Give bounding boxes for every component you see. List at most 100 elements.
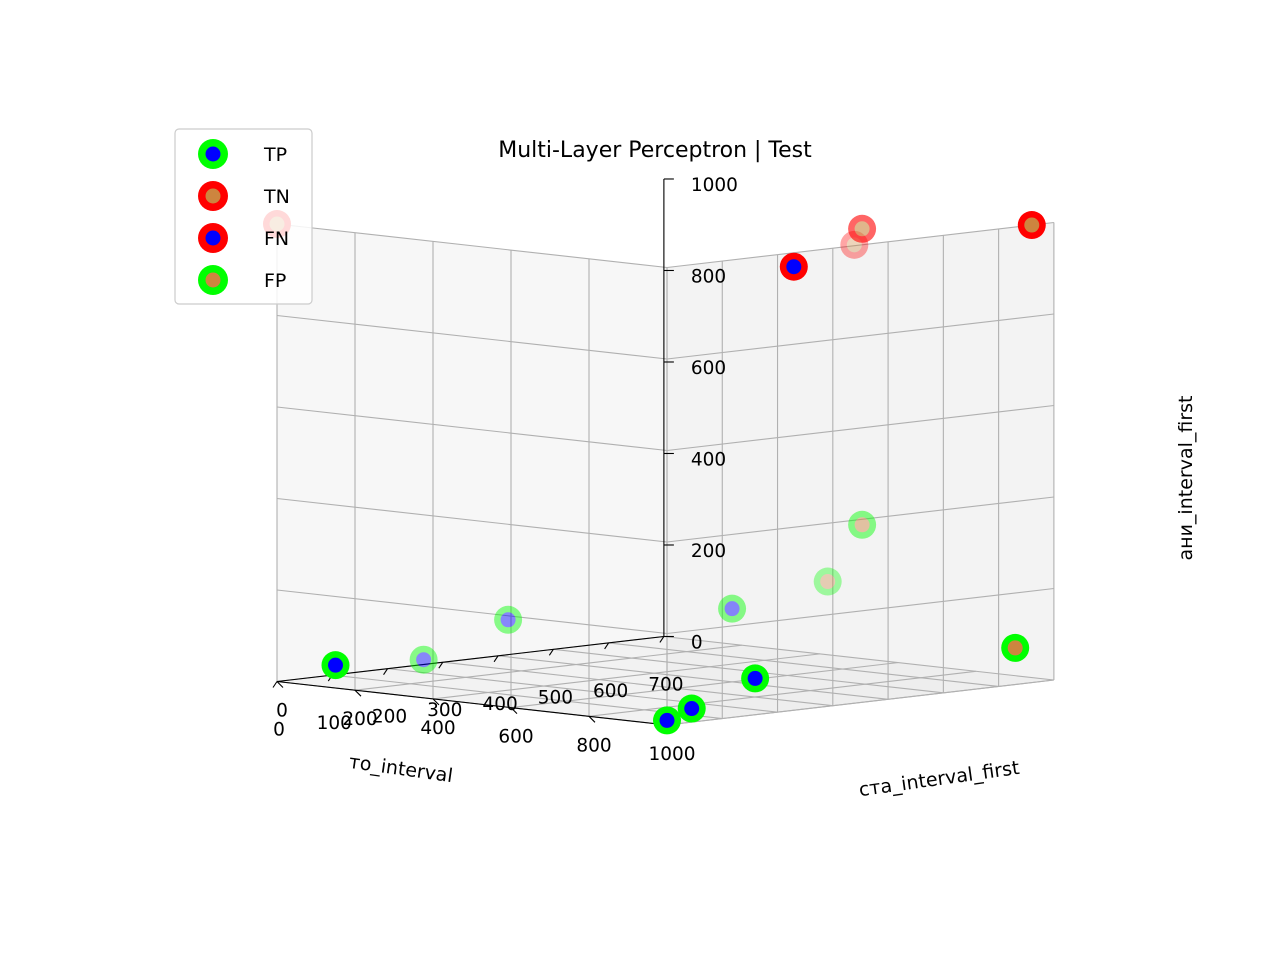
legend-marker-face [205, 230, 221, 246]
grid-line-x-floor [354, 644, 742, 691]
point-face [328, 657, 343, 673]
point-face [1024, 217, 1040, 233]
grid-line-z-back [666, 221, 1054, 269]
grid-line-y-floor [498, 655, 889, 700]
grid-line-x-floor [588, 670, 976, 717]
point-edge [813, 567, 842, 596]
z-tick-label: 800 [691, 266, 726, 287]
grid-line-z-back [666, 404, 1054, 452]
grid-line-z-left [276, 589, 668, 635]
point-face [786, 259, 802, 275]
point-tp [653, 706, 681, 735]
point-face [500, 612, 516, 628]
point-edge [409, 645, 438, 674]
point-face [820, 574, 836, 590]
grid-line-z-left [276, 314, 668, 360]
point-tn [848, 214, 877, 243]
point-face [1007, 640, 1023, 656]
y-tick-mark [438, 661, 444, 669]
grid-line-x-floor [510, 662, 898, 709]
y-tick-mark [272, 681, 278, 688]
grid-line-y-floor [608, 642, 999, 687]
point-fp [848, 510, 877, 539]
point-edge [718, 594, 747, 623]
y-tick-label: 500 [538, 687, 573, 708]
chart-title: Multi-Layer Perceptron | Test [498, 138, 812, 163]
point-tp [677, 694, 706, 723]
point-face [659, 712, 675, 728]
grid-line-x-floor [432, 653, 820, 700]
grid-line-z-left [276, 497, 668, 543]
grid-line-z-back [666, 587, 1054, 635]
point-face [416, 652, 432, 668]
grid-line-y-floor [387, 668, 778, 713]
y-tick-label: 700 [648, 674, 683, 695]
legend-label: TN [263, 186, 290, 208]
legend-entry-fp: FP [198, 265, 286, 295]
legend-label: FP [264, 270, 286, 292]
x-tick-mark [510, 707, 518, 714]
x-tick-label: 0 [276, 701, 288, 722]
point-fp [1001, 633, 1030, 662]
back-pane [667, 222, 1054, 725]
z-tick-label: 600 [691, 358, 726, 379]
left-pane [277, 224, 667, 725]
point-tp [718, 594, 747, 623]
legend-label: TP [263, 144, 287, 166]
grid-lines [276, 221, 1055, 726]
point-tp [409, 645, 438, 674]
point-face [724, 601, 740, 617]
z-tick-label: 200 [691, 541, 726, 562]
y-tick-label: 600 [593, 681, 628, 702]
y-tick-label: 200 [372, 707, 407, 728]
grid-line-z-left [276, 223, 668, 269]
point-face [747, 670, 763, 686]
y-tick-mark [548, 649, 554, 656]
y-tick-label: 300 [427, 700, 462, 721]
x-tick-mark [432, 698, 440, 706]
z-axis-label: ани_interval_first [1175, 396, 1197, 561]
grid-line-y-floor [442, 661, 833, 707]
y-tick-mark [383, 668, 388, 675]
point-fn [779, 252, 808, 281]
grid-line-y-floor [663, 635, 1054, 681]
grid-line-z-left [276, 406, 668, 452]
point-face [854, 221, 870, 237]
y-tick-label: 400 [482, 694, 517, 715]
grid-line-z-back [666, 679, 1054, 726]
point-tp [741, 664, 770, 693]
legend-marker-face [205, 272, 221, 288]
y-tick-label: 0 [273, 720, 285, 741]
point-tp [494, 605, 523, 634]
legend-label: FN [264, 228, 289, 250]
grid-line-z-back [666, 313, 1054, 360]
y-tick-mark [604, 642, 610, 650]
point-edge [494, 605, 523, 634]
x-tick-label: 600 [498, 727, 533, 748]
scatter-points [263, 210, 1046, 735]
z-tick-label: 0 [691, 632, 703, 653]
x-tick-label: 800 [576, 735, 611, 756]
point-tp [321, 651, 350, 680]
x-axis-line [276, 680, 668, 726]
x-tick-label: 200 [342, 709, 377, 730]
grid-line-z-back [666, 496, 1054, 543]
y-tick-mark [659, 636, 665, 643]
x-tick-label: 1000 [648, 744, 695, 765]
legend-frame [174, 128, 313, 305]
y-tick-mark [493, 655, 499, 663]
y-tick-label: 100 [317, 713, 352, 734]
x-tick-mark [276, 681, 284, 688]
z-tick-label: 1000 [691, 175, 738, 196]
point-face [684, 701, 700, 717]
x-tick-mark [354, 689, 362, 697]
point-fp [813, 567, 842, 596]
legend: TP TN FN FP [174, 128, 313, 305]
legend-entry-fn: FN [198, 223, 289, 253]
point-tn [1017, 211, 1046, 240]
x-tick-mark [588, 715, 596, 723]
legend-marker-face [205, 188, 221, 204]
z-tick-label: 400 [691, 449, 726, 470]
